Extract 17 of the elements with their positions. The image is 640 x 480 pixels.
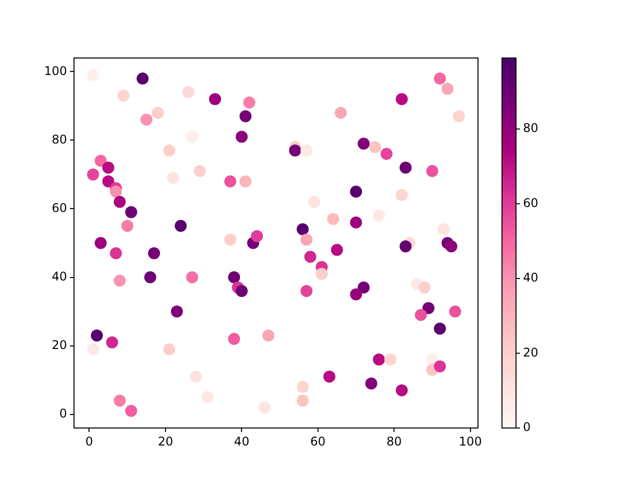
x-tick-label: 0: [85, 434, 94, 448]
y-tick-label: 0: [59, 406, 67, 420]
y-tick-label: 100: [44, 64, 67, 78]
y-tick-label: 60: [52, 200, 67, 215]
y-tick-label: 80: [52, 132, 67, 146]
y-tick-label: 20: [52, 338, 67, 352]
color-bar-label: 0: [523, 420, 531, 434]
x-tick-label: 20: [158, 434, 174, 448]
x-tick-label: 80: [386, 434, 402, 448]
x-tick-label: 100: [458, 434, 482, 448]
color-bar-label: 40: [523, 270, 538, 285]
color-bar-label: 80: [523, 121, 538, 136]
x-tick-label: 40: [234, 434, 250, 448]
y-tick-label: 40: [52, 269, 67, 284]
x-tick-label: 60: [310, 434, 326, 448]
color-bar-label: 20: [523, 345, 538, 360]
color-bar-label: 60: [523, 196, 538, 210]
